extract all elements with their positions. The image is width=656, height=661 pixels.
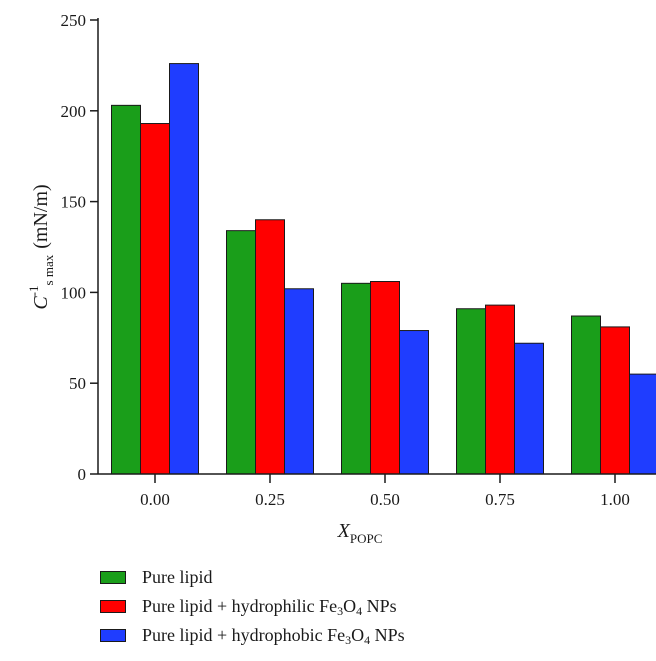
y-tick-label: 200 bbox=[61, 102, 87, 121]
legend-item-pure-lipid: Pure lipid bbox=[100, 563, 405, 592]
bar-pure-lipid-hydrophilic-fe3o4-nps-0.25 bbox=[255, 219, 285, 475]
bar-pure-lipid-hydrophobic-fe3o4-nps-0.25 bbox=[284, 288, 314, 475]
y-tick-label: 0 bbox=[78, 465, 87, 484]
bar-pure-lipid-hydrophobic-fe3o4-nps-0.00 bbox=[169, 63, 199, 475]
x-tick-label: 0.50 bbox=[370, 490, 400, 509]
bar-pure-lipid-0.50 bbox=[341, 282, 371, 475]
x-axis-title: XPOPC bbox=[337, 520, 383, 546]
legend-label: Pure lipid bbox=[142, 567, 213, 587]
y-tick-label: 100 bbox=[61, 283, 87, 302]
bar-pure-lipid-hydrophilic-fe3o4-nps-1.00 bbox=[600, 326, 630, 475]
bar-pure-lipid-0.25 bbox=[226, 230, 256, 475]
bar-pure-lipid-hydrophilic-fe3o4-nps-0.00 bbox=[140, 123, 170, 475]
bar-pure-lipid-hydrophilic-fe3o4-nps-0.50 bbox=[370, 281, 400, 475]
axes-group: 0 50 100 150 200 250 0.00 0.25 0.50 0.75 1.00 bbox=[61, 11, 656, 509]
bars-group bbox=[111, 63, 656, 475]
bar-chart: 0 50 100 150 200 250 0.00 0.25 0.50 0.75 1.00 C-1s… bbox=[26, 11, 656, 546]
bar-pure-lipid-0.00 bbox=[111, 104, 141, 475]
legend-label: Pure lipid + hydrophilic Fe3O4 NPs bbox=[142, 596, 397, 618]
y-tick-label: 50 bbox=[69, 374, 86, 393]
bar-pure-lipid-hydrophilic-fe3o4-nps-0.75 bbox=[485, 304, 515, 475]
x-tick-label: 1.00 bbox=[600, 490, 630, 509]
legend-swatch-green bbox=[100, 571, 126, 584]
legend-item-hydrophobic: Pure lipid + hydrophobic Fe3O4 NPs bbox=[100, 621, 405, 650]
x-tick-label: 0.00 bbox=[140, 490, 170, 509]
x-tick-label: 0.25 bbox=[255, 490, 285, 509]
bar-pure-lipid-hydrophobic-fe3o4-nps-0.75 bbox=[514, 342, 544, 475]
bar-pure-lipid-hydrophobic-fe3o4-nps-1.00 bbox=[629, 373, 656, 475]
legend-swatch-red bbox=[100, 600, 126, 613]
legend-item-hydrophilic: Pure lipid + hydrophilic Fe3O4 NPs bbox=[100, 592, 405, 621]
legend-label: Pure lipid + hydrophobic Fe3O4 NPs bbox=[142, 625, 405, 647]
legend: Pure lipid Pure lipid + hydrophilic Fe3O… bbox=[100, 563, 405, 650]
y-tick-label: 150 bbox=[61, 193, 87, 212]
bar-pure-lipid-0.75 bbox=[456, 308, 486, 475]
y-tick-label: 250 bbox=[61, 11, 87, 30]
y-axis-title: C-1s max(mN/m) bbox=[26, 184, 56, 309]
bar-pure-lipid-hydrophobic-fe3o4-nps-0.50 bbox=[399, 330, 429, 475]
x-tick-label: 0.75 bbox=[485, 490, 515, 509]
bar-pure-lipid-1.00 bbox=[571, 315, 601, 475]
legend-swatch-blue bbox=[100, 629, 126, 642]
